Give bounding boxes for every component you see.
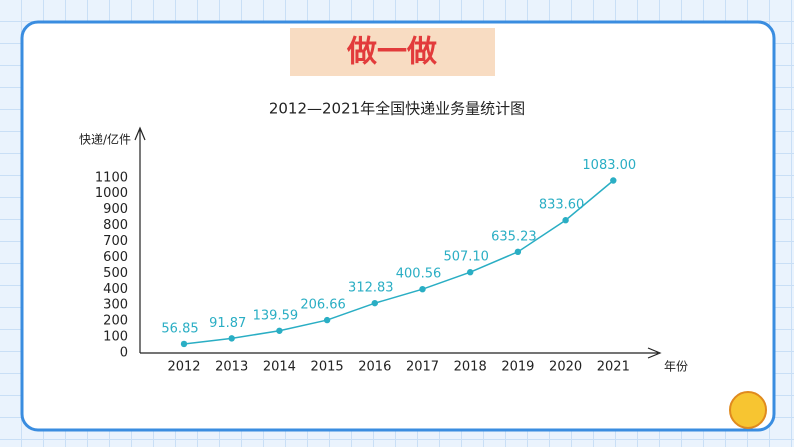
x-tick-label: 2020 [549, 360, 582, 375]
data-point [467, 269, 474, 276]
x-tick-label: 2015 [311, 360, 344, 375]
x-tick-label: 2017 [406, 360, 439, 375]
x-tick-label: 2021 [597, 360, 630, 375]
y-tick-label: 200 [103, 314, 128, 329]
chart-title: 2012—2021年全国快递业务量统计图 [269, 100, 525, 118]
data-label: 56.85 [161, 321, 198, 336]
data-label: 507.10 [443, 250, 489, 265]
x-tick-label: 2013 [215, 360, 248, 375]
y-tick-label: 400 [103, 282, 128, 297]
heading-banner [290, 28, 495, 76]
data-label: 400.56 [396, 267, 442, 282]
data-point [562, 217, 569, 224]
x-tick-label: 2019 [501, 360, 534, 375]
data-point [514, 248, 522, 256]
y-tick-label: 0 [120, 346, 128, 361]
y-tick-label: 100 [103, 330, 128, 345]
data-point [276, 327, 283, 334]
heading: 做一做 [346, 35, 437, 70]
card [20, 20, 776, 432]
x-axis-label: 年份 [664, 360, 688, 374]
y-tick-label: 900 [103, 202, 128, 217]
x-tick-label: 2012 [167, 360, 200, 375]
y-tick-label: 700 [103, 234, 128, 249]
x-tick-label: 2016 [358, 360, 391, 375]
x-axis [140, 347, 662, 359]
data-label: 833.60 [539, 198, 585, 213]
data-point [323, 316, 331, 324]
data-line [183, 179, 614, 345]
x-tick-label: 2014 [263, 360, 296, 375]
data-label: 139.59 [253, 308, 299, 323]
data-label: 91.87 [209, 316, 246, 331]
y-tick-label: 1000 [95, 186, 128, 201]
data-point [419, 285, 426, 293]
data-point [228, 335, 235, 342]
y-tick-label: 800 [103, 218, 128, 233]
mascot-icon [729, 391, 767, 429]
y-tick-label: 600 [103, 250, 128, 265]
data-point [371, 299, 378, 307]
y-tick-label: 500 [103, 266, 128, 281]
data-label: 206.66 [300, 298, 346, 313]
x-tick-label: 2018 [454, 360, 487, 375]
y-tick-label: 300 [103, 298, 128, 313]
data-point [610, 177, 617, 184]
data-label: 1083.00 [582, 158, 636, 173]
data-point [180, 340, 188, 348]
data-label: 312.83 [348, 281, 394, 296]
y-axis [134, 126, 146, 353]
data-label: 635.23 [491, 229, 537, 244]
y-tick-label: 1100 [95, 170, 128, 185]
y-axis-label: 快递/亿件 [79, 132, 131, 147]
